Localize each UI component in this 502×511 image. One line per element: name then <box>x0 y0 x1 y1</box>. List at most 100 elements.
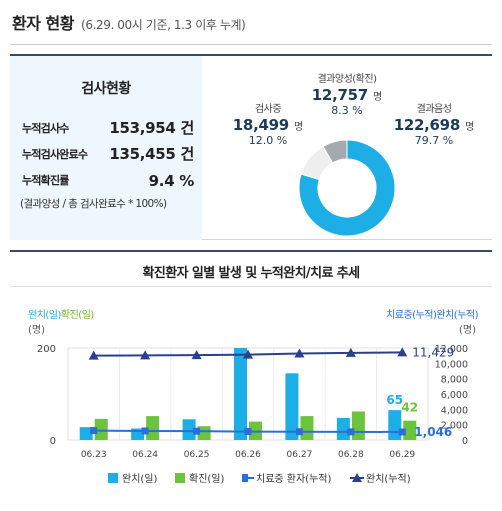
marker-cured-total <box>345 347 356 357</box>
bar-cured-daily <box>388 410 402 440</box>
x-axis-tick: 06.28 <box>338 450 364 460</box>
donut-value: 18,499 <box>232 116 289 134</box>
donut-unit: 명 <box>372 92 383 103</box>
stats-title: 검사현황 <box>81 81 131 97</box>
left-axis-label-cured: 완치(일) <box>28 310 61 321</box>
bar-confirmed-daily <box>197 426 211 440</box>
test-status-panel: 검사현황 누적검사수 153,954 건 누적검사완료수 135,455 건 누… <box>10 54 492 240</box>
marker-treating <box>295 428 303 436</box>
donut-value: 12,757 <box>311 86 368 104</box>
bar-confirmed-daily <box>146 416 160 440</box>
marker-cured-total <box>191 350 202 360</box>
donut-caption: 결과양성(확진) <box>317 74 377 85</box>
legend-swatch <box>352 473 362 482</box>
marker-treating <box>141 427 149 435</box>
donut-chart <box>298 139 396 237</box>
left-axis-label-confirmed: 확진(일) <box>60 310 94 321</box>
donut-label-negative: 결과음성 122,698 명 79.7 % <box>382 100 486 147</box>
trend-chart: 0 200 0 2,000 4,000 6,000 8,000 10,000 12,000 06.… <box>37 344 468 485</box>
bar-cured-daily <box>131 428 145 440</box>
legend-swatch <box>175 473 185 483</box>
x-axis-tick: 06.26 <box>235 450 261 460</box>
left-axis-tick: 200 <box>37 344 56 355</box>
marker-cured-total <box>88 350 99 360</box>
legend-label: 완치(누적) <box>366 473 411 485</box>
donut-value: 122,698 <box>393 116 461 134</box>
page-title: 환자 현황 <box>12 14 74 33</box>
right-axis-tick: 0 <box>462 436 468 447</box>
legend-swatch <box>242 474 248 482</box>
bar-cured-daily <box>79 427 93 440</box>
right-axis-tick: 12,000 <box>435 344 468 355</box>
legend-swatch <box>108 473 118 483</box>
legend-label: 치료중 환자(누적) <box>256 473 331 485</box>
page-subtitle: (6.29. 00시 기준, 1.3 이후 누계) <box>81 18 246 32</box>
trend-panel: 확진환자 일별 발생 및 누적완치/치료 추세 완치(일)확진(일) (명) 치… <box>10 250 492 503</box>
bar-cured-daily <box>234 348 247 440</box>
legend-label: 확진(일) <box>189 473 225 485</box>
bar-confirmed-daily <box>94 418 108 440</box>
donut-chart-area: 검사중 18,499 명 12.0 % 결과양성(확진) 12,757 명 8.… <box>202 56 492 240</box>
marker-cured-total <box>140 350 151 360</box>
stat-value: 153,954 건 <box>109 119 194 137</box>
stat-row-completed-tests: 누적검사완료수 135,455 건 <box>22 142 194 164</box>
marker-treating <box>193 427 201 435</box>
test-stats-box: 검사현황 누적검사수 153,954 건 누적검사완료수 135,455 건 누… <box>10 56 202 240</box>
donut-caption: 결과음성 <box>416 104 452 115</box>
data-label-cured-total: 11,429 <box>412 345 454 359</box>
trend-title: 확진환자 일별 발생 및 누적완치/치료 추세 <box>142 266 361 281</box>
right-axis-unit: (명) <box>458 325 476 336</box>
right-axis-tick: 6,000 <box>441 390 468 401</box>
right-axis-tick: 4,000 <box>441 405 468 416</box>
donut-unit: 명 <box>293 122 304 133</box>
x-axis-tick: 06.25 <box>184 450 210 460</box>
marker-cured-total <box>397 347 408 357</box>
left-axis-label: 완치(일)확진(일) <box>28 306 94 321</box>
bar-cured-daily <box>285 373 299 440</box>
stat-row-total-tests: 누적검사수 153,954 건 <box>22 116 194 138</box>
donut-percent: 79.7 % <box>414 134 454 147</box>
right-axis-tick: 2,000 <box>441 421 468 432</box>
x-axis-tick: 06.24 <box>132 450 158 460</box>
donut-label-positive: 결과양성(확진) 12,757 명 8.3 % <box>298 70 396 117</box>
bar-confirmed-daily <box>403 420 417 440</box>
right-axis-label: 치료중(누적)완치(누적) <box>386 306 478 321</box>
x-axis-tick: 06.23 <box>81 450 107 460</box>
donut-unit: 명 <box>465 122 475 133</box>
stats-note: (결과양성 / 총 검사완료수 * 100%) <box>20 198 167 210</box>
plot-frame <box>67 347 429 441</box>
marker-cured-total <box>294 348 305 358</box>
page-header: 환자 현황 (6.29. 00시 기준, 1.3 이후 누계) <box>12 10 246 38</box>
left-axis-tick: 0 <box>50 436 56 447</box>
donut-slice-positive <box>322 139 348 164</box>
legend-label: 완치(일) <box>122 473 158 485</box>
marker-cured-total <box>243 349 253 359</box>
marker-treating <box>398 428 406 436</box>
marker-treating <box>90 427 98 435</box>
right-axis-tick: 10,000 <box>435 359 468 370</box>
data-label-cured-daily: 65 <box>386 393 403 407</box>
data-label-treating: 1,046 <box>414 425 452 439</box>
trend-title-divider <box>10 286 492 287</box>
x-axis-tick: 06.29 <box>389 450 415 460</box>
bar-cured-daily <box>336 417 350 440</box>
donut-slice-negative <box>298 139 396 237</box>
donut-percent: 8.3 % <box>331 104 363 117</box>
donut-percent: 12.0 % <box>248 134 288 147</box>
donut-label-testing: 검사중 18,499 명 12.0 % <box>226 100 310 147</box>
left-axis-unit: (명) <box>28 325 46 336</box>
stat-label: 누적검사완료수 <box>22 148 88 161</box>
x-axis-tick: 06.27 <box>287 450 313 460</box>
bar-confirmed-daily <box>351 411 365 440</box>
marker-treating <box>347 428 355 436</box>
donut-caption: 검사중 <box>254 104 282 115</box>
header-divider <box>10 44 492 45</box>
bar-confirmed-daily <box>300 416 314 440</box>
right-axis-label-cured-total: 완치(누적) <box>436 310 478 321</box>
marker-treating <box>244 428 252 436</box>
stat-row-positive-rate: 누적확진률 9.4 % <box>22 168 194 190</box>
right-axis-tick: 8,000 <box>441 375 468 386</box>
stat-label: 누적검사수 <box>22 122 69 135</box>
data-label-confirmed-daily: 42 <box>401 401 418 415</box>
stat-value: 135,455 건 <box>109 145 194 163</box>
